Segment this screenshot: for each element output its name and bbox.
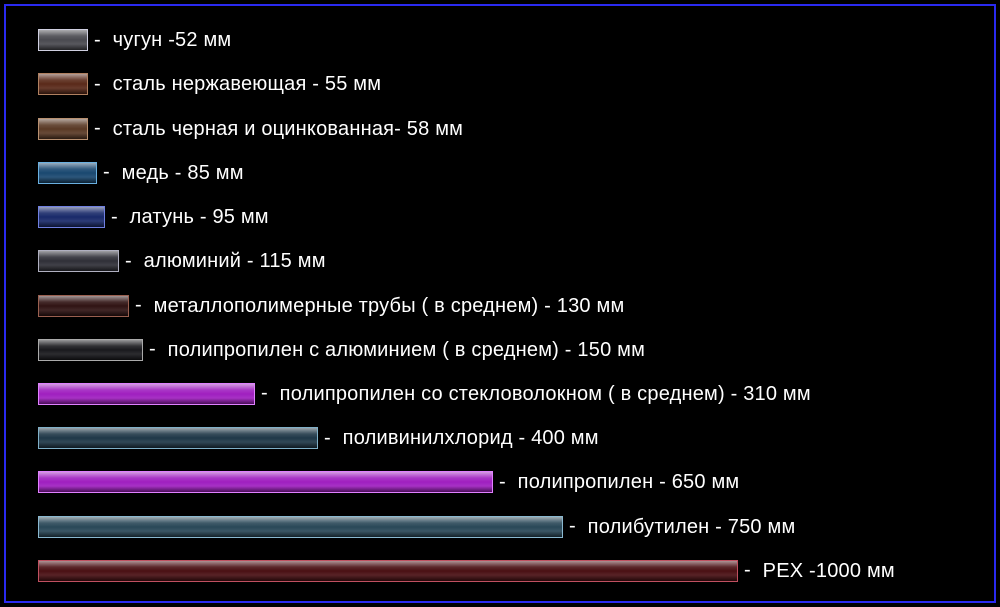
bar-wrap	[38, 249, 119, 273]
bar-wrap	[38, 382, 255, 406]
bar-row: -сталь черная и оцинкованная- 58 мм	[38, 106, 978, 150]
bar	[38, 516, 563, 538]
dash-separator: -	[499, 471, 506, 494]
bar	[38, 250, 119, 272]
bar-label: медь - 85 мм	[122, 161, 244, 185]
dash-separator: -	[744, 559, 751, 582]
dash-separator: -	[324, 427, 331, 450]
bar-label: полипропилен с алюминием ( в среднем) - …	[168, 338, 645, 362]
bar-row: -полипропилен - 650 мм	[38, 460, 978, 504]
bar-row: -чугун -52 мм	[38, 18, 978, 62]
dash-separator: -	[94, 29, 101, 52]
bar-wrap	[38, 515, 563, 539]
bar	[38, 471, 493, 493]
bar-label: чугун -52 мм	[113, 28, 232, 52]
bar-label: PEX -1000 мм	[763, 559, 895, 583]
bar	[38, 295, 129, 317]
bar	[38, 29, 88, 51]
bar-label: полибутилен - 750 мм	[588, 515, 796, 539]
bar-row: -сталь нержавеющая - 55 мм	[38, 62, 978, 106]
bar-label: поливинилхлорид - 400 мм	[343, 426, 599, 450]
bar	[38, 383, 255, 405]
bar	[38, 118, 88, 140]
bar	[38, 162, 97, 184]
bar-label: полипропилен со стекловолокном ( в средн…	[280, 382, 811, 406]
bar-wrap	[38, 205, 105, 229]
bar-wrap	[38, 28, 88, 52]
dash-separator: -	[103, 161, 110, 184]
bar-row: -медь - 85 мм	[38, 151, 978, 195]
dash-separator: -	[94, 117, 101, 140]
bar	[38, 73, 88, 95]
dash-separator: -	[135, 294, 142, 317]
chart-frame: -чугун -52 мм-сталь нержавеющая - 55 мм-…	[4, 4, 996, 603]
bar-label: сталь черная и оцинкованная- 58 мм	[113, 117, 463, 141]
bar	[38, 206, 105, 228]
bar	[38, 427, 318, 449]
bar-row: -металлополимерные трубы ( в среднем) - …	[38, 283, 978, 327]
bar-label: сталь нержавеющая - 55 мм	[113, 72, 382, 96]
bar-wrap	[38, 161, 97, 185]
bar-row: -поливинилхлорид - 400 мм	[38, 416, 978, 460]
bar-wrap	[38, 338, 143, 362]
bar-row: -полипропилен с алюминием ( в среднем) -…	[38, 328, 978, 372]
bar-wrap	[38, 426, 318, 450]
bar-label: металлополимерные трубы ( в среднем) - 1…	[154, 294, 625, 318]
bar-row: -полипропилен со стекловолокном ( в сред…	[38, 372, 978, 416]
dash-separator: -	[94, 73, 101, 96]
bar-wrap	[38, 294, 129, 318]
bar-wrap	[38, 117, 88, 141]
bar-row: -PEX -1000 мм	[38, 549, 978, 593]
dash-separator: -	[149, 338, 156, 361]
dash-separator: -	[125, 250, 132, 273]
bar	[38, 339, 143, 361]
bar-wrap	[38, 72, 88, 96]
bar-row: -полибутилен - 750 мм	[38, 505, 978, 549]
bar-row: -алюминий - 115 мм	[38, 239, 978, 283]
bar-wrap	[38, 559, 738, 583]
bar	[38, 560, 738, 582]
bar-label: полипропилен - 650 мм	[518, 470, 740, 494]
bar-label: алюминий - 115 мм	[144, 249, 326, 273]
bar-wrap	[38, 470, 493, 494]
dash-separator: -	[261, 382, 268, 405]
dash-separator: -	[569, 515, 576, 538]
dash-separator: -	[111, 206, 118, 229]
bar-label: латунь - 95 мм	[130, 205, 269, 229]
bar-row: -латунь - 95 мм	[38, 195, 978, 239]
